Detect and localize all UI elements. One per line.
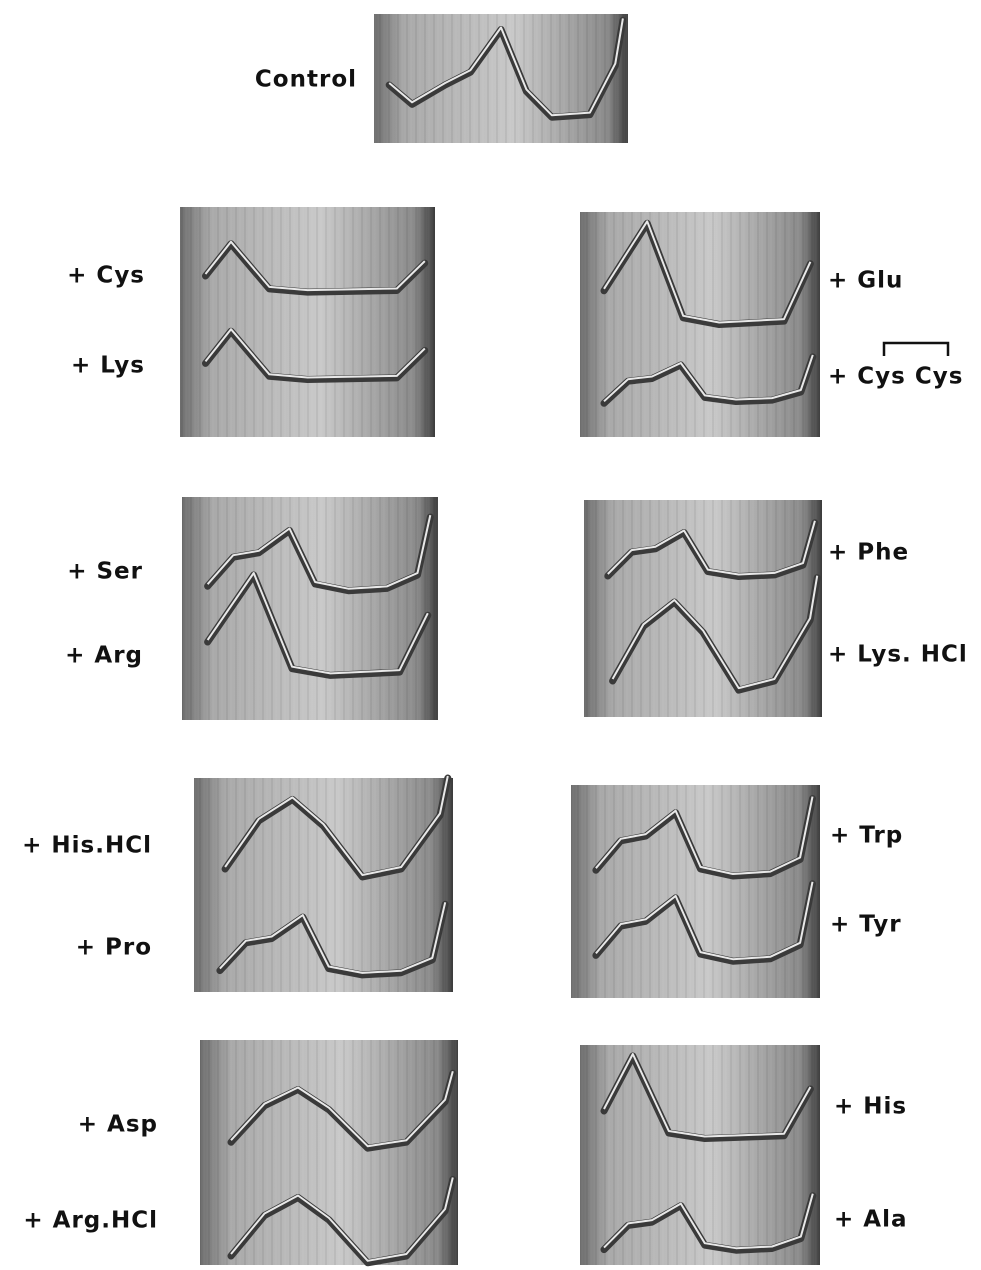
panel-label: + Glu	[828, 268, 903, 294]
panel-label: + Cys Cys	[828, 364, 963, 390]
trace-highlight	[204, 328, 426, 379]
photo-texture	[584, 500, 822, 717]
trace	[592, 795, 816, 880]
panel-label: + Asp	[78, 1112, 158, 1138]
trace	[202, 327, 429, 383]
trace-highlight	[603, 1053, 812, 1138]
panel-label: + Arg	[65, 643, 143, 669]
photo-texture	[571, 785, 820, 998]
disulfide-bracket	[882, 341, 950, 356]
trace	[600, 353, 817, 407]
trace-highlight	[206, 514, 432, 590]
photo-texture	[200, 1040, 458, 1265]
trace-highlight	[603, 1193, 814, 1250]
control-label: Control	[255, 67, 357, 93]
photo-texture	[182, 497, 438, 720]
panel-label: + Cys	[67, 263, 145, 289]
panel-label: + His.HCl	[22, 833, 152, 859]
trace-highlight	[607, 520, 816, 576]
trace	[227, 1069, 457, 1152]
trace-highlight	[206, 572, 429, 675]
trace	[604, 519, 819, 580]
trace-highlight	[595, 881, 814, 961]
trace-highlight	[595, 796, 814, 875]
trace-highlight	[204, 240, 426, 292]
panel-label: + Phe	[828, 540, 909, 566]
trace-highlight	[230, 1071, 454, 1148]
panel-label: + His	[834, 1094, 907, 1120]
trace-highlight	[219, 902, 447, 974]
trace-highlight	[224, 775, 449, 876]
trace-highlight	[603, 220, 812, 324]
trace	[216, 900, 449, 979]
panel-label: + Tyr	[830, 912, 902, 938]
trace-highlight	[611, 575, 819, 690]
photo-texture	[180, 207, 435, 437]
trace	[592, 880, 816, 965]
trace	[221, 774, 452, 881]
trace	[609, 574, 821, 694]
panel-label: + Trp	[830, 823, 903, 849]
trace	[204, 513, 434, 595]
trace	[202, 240, 429, 296]
panel-label: + Ser	[67, 559, 143, 585]
panel-label: + Pro	[76, 935, 152, 961]
panel-label: + Lys	[71, 353, 145, 379]
trace	[227, 1176, 457, 1267]
trace-highlight	[603, 354, 814, 403]
panel-label: + Arg.HCl	[23, 1208, 158, 1234]
trace-highlight	[230, 1177, 454, 1262]
panel-label: + Ala	[834, 1207, 907, 1233]
panel-label: + Lys. HCl	[828, 642, 968, 668]
trace	[600, 1192, 817, 1254]
trace-highlight	[388, 18, 624, 117]
